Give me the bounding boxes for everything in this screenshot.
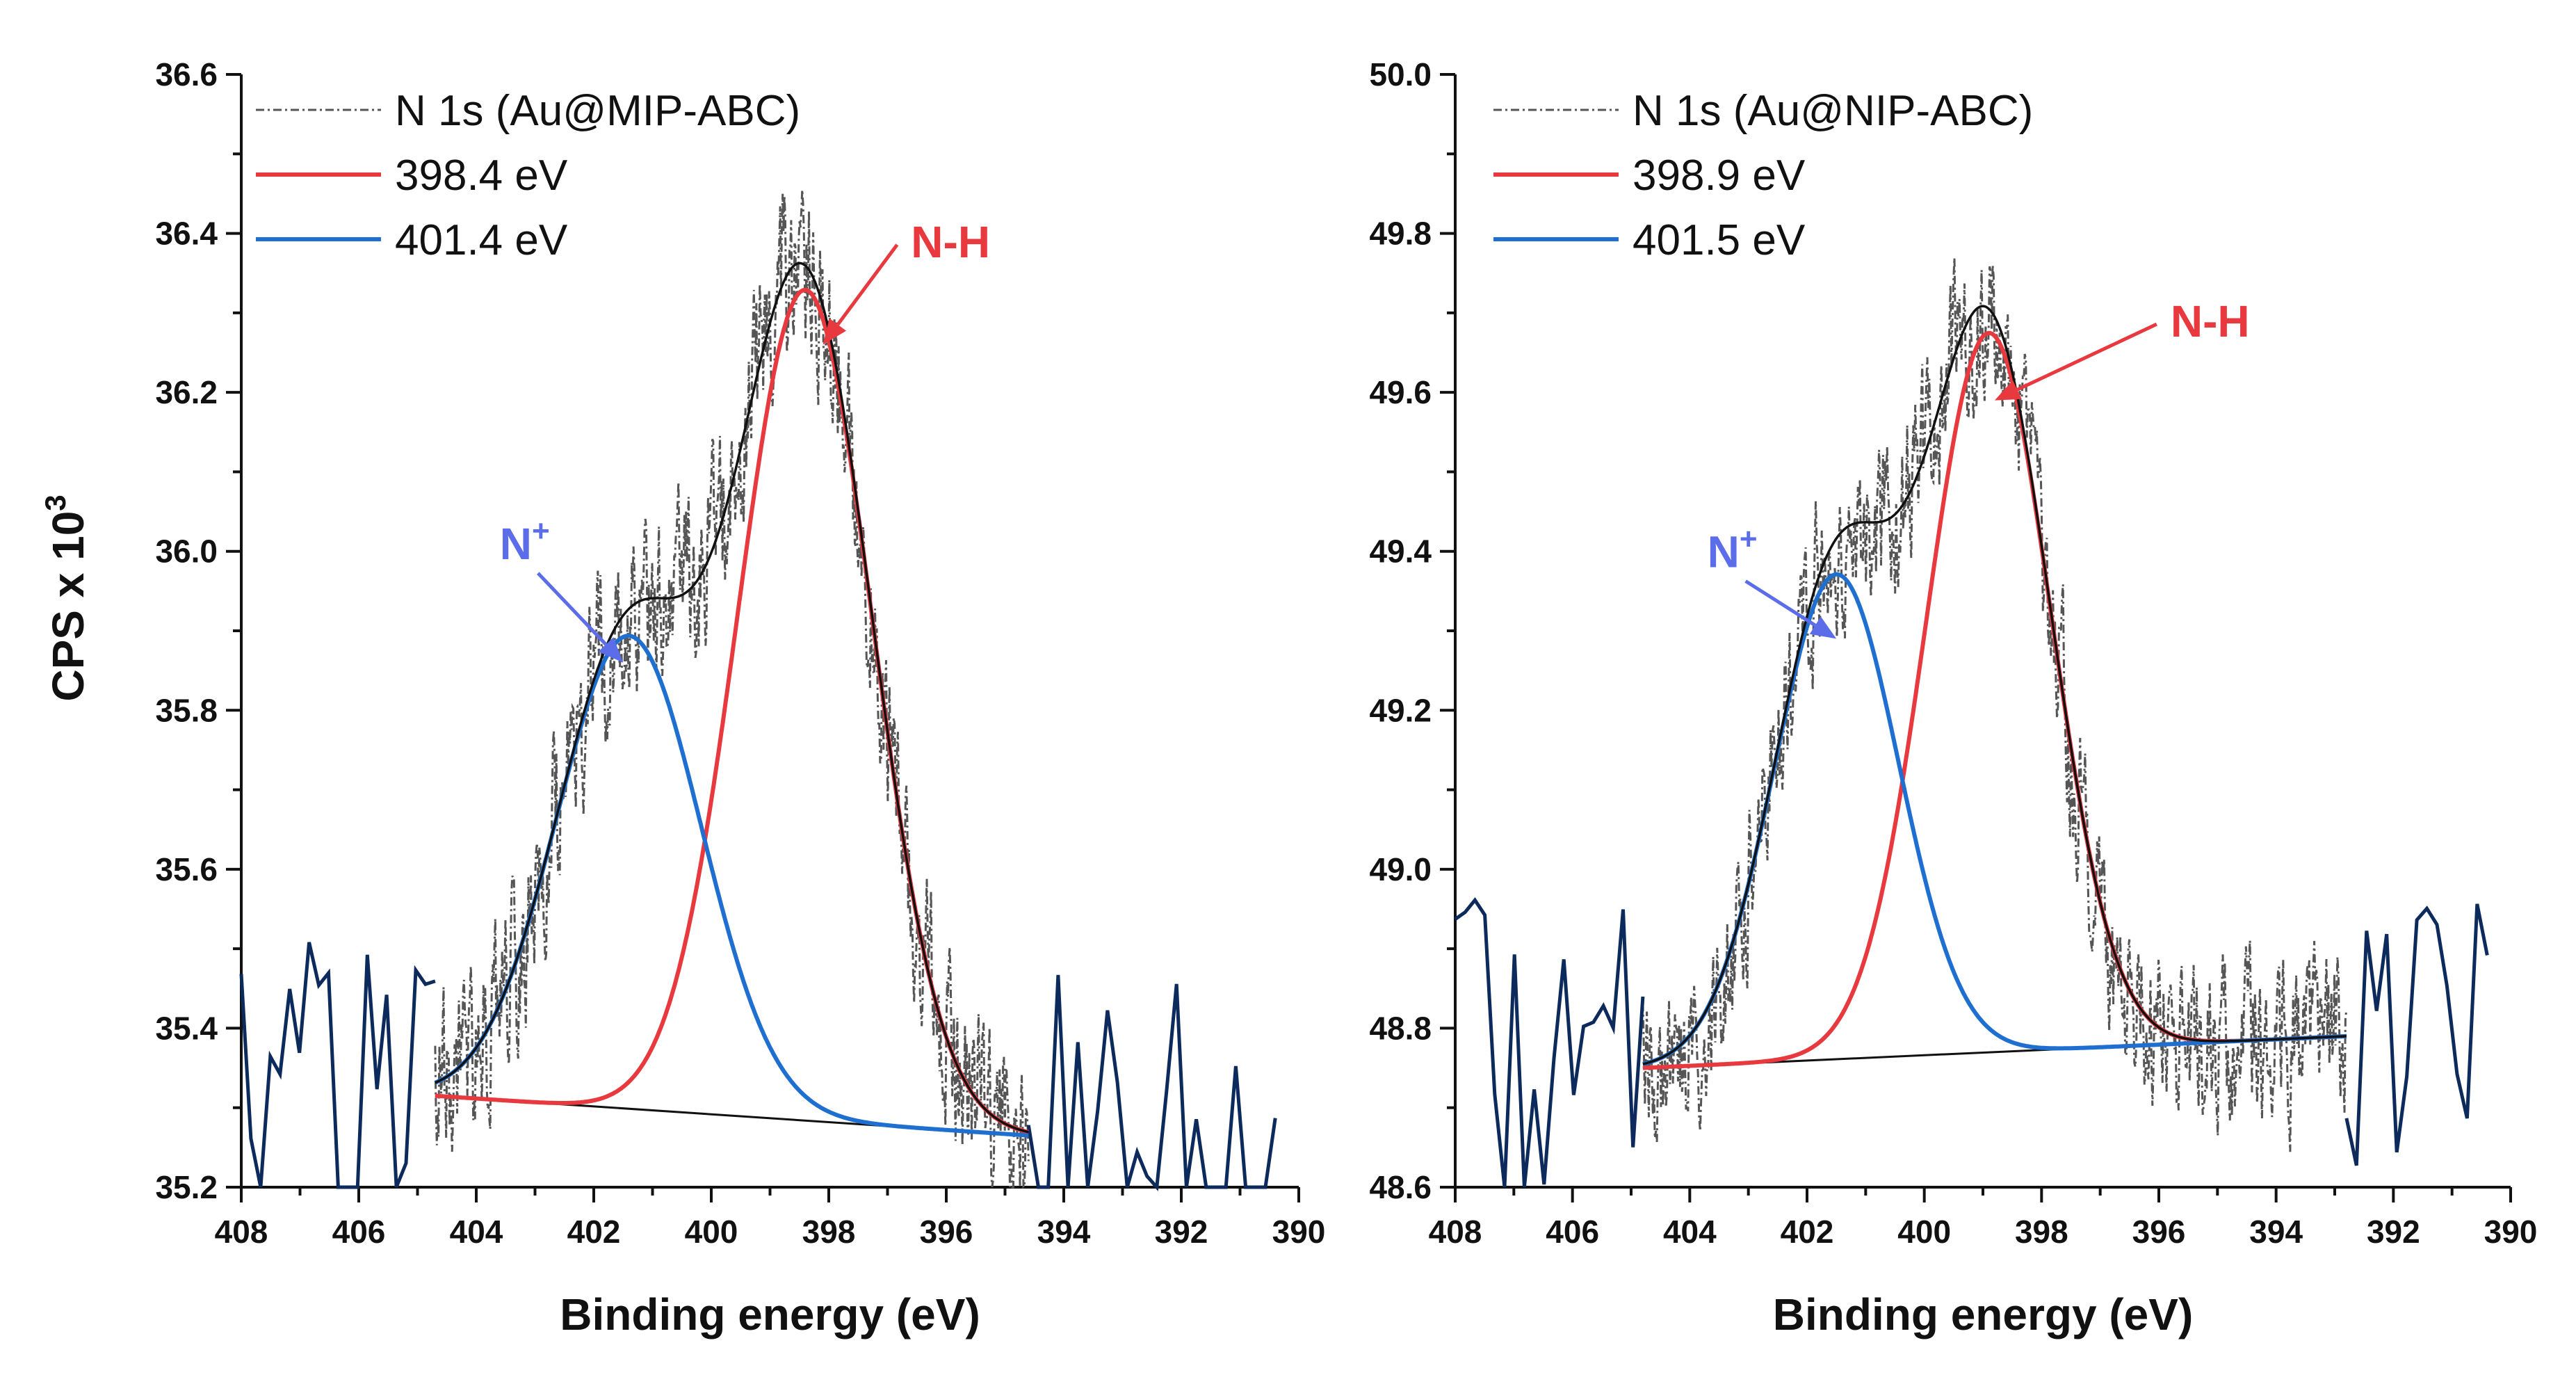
annotation-arrowhead xyxy=(598,637,624,663)
axes: 48.6 48.8 49.0 49.2 49.4 49.6 49.8 50.0 408 406 40… xyxy=(1369,56,2537,1339)
chart-panel-mip: 35.2 35.4 35.6 35.8 36.0 36.2 36.4 36.6 408 406 40… xyxy=(155,56,1325,1339)
y-tick-label: 35.6 xyxy=(155,851,218,887)
x-tick-label: 402 xyxy=(1781,1214,1834,1250)
x-tick-label: 392 xyxy=(2367,1214,2420,1250)
legend-label: 401.5 eV xyxy=(1633,216,1806,264)
y-axis-label: CPS x 103 xyxy=(39,494,93,701)
annotation-text: N xyxy=(1708,527,1740,577)
annotation-arrow xyxy=(836,243,899,326)
annotation-label: N+ xyxy=(1708,522,1758,577)
background-signal xyxy=(239,942,1277,1191)
x-tick-label: 408 xyxy=(1429,1214,1482,1250)
legend: N 1s (Au@NIP-ABC) 398.9 eV 401.5 eV xyxy=(1493,87,2033,264)
annotation-arrowhead xyxy=(1994,380,2022,401)
y-tick-label: 49.2 xyxy=(1369,692,1432,728)
annotation-text: N-H xyxy=(2171,296,2250,346)
x-tick-label: 400 xyxy=(1897,1214,1951,1250)
y-tick-label: 48.6 xyxy=(1369,1169,1432,1205)
x-tick-label: 390 xyxy=(1272,1214,1326,1250)
legend-label: N 1s (Au@MIP-ABC) xyxy=(395,87,800,135)
y-tick-label: 49.8 xyxy=(1369,216,1432,252)
y-tick-label: 36.0 xyxy=(155,533,218,570)
annotation-n-plus: N+ xyxy=(1708,522,1837,639)
envelope-line xyxy=(435,261,1029,1134)
axes: 35.2 35.4 35.6 35.8 36.0 36.2 36.4 36.6 408 406 40… xyxy=(155,56,1325,1339)
annotation-nh: N-H xyxy=(823,217,990,345)
x-tick-label: 396 xyxy=(920,1214,973,1250)
annotation-n-plus: N+ xyxy=(500,514,624,663)
raw-data-line xyxy=(434,189,1030,1189)
annotation-nh: N-H xyxy=(1994,296,2250,401)
legend: N 1s (Au@MIP-ABC) 398.4 eV 401.4 eV xyxy=(256,87,800,264)
annotation-label: N+ xyxy=(500,514,550,569)
annotation-label: N-H xyxy=(2171,296,2250,346)
annotation-arrow xyxy=(536,572,608,646)
y-tick-label: 49.6 xyxy=(1369,374,1432,410)
x-tick-label: 398 xyxy=(802,1214,856,1250)
x-tick-label: 394 xyxy=(2249,1214,2303,1250)
background-segment xyxy=(2344,903,2489,1166)
legend-label: N 1s (Au@NIP-ABC) xyxy=(1633,87,2033,135)
y-tick-label: 36.2 xyxy=(155,374,218,410)
y-tick-label: 49.0 xyxy=(1369,851,1432,887)
x-axis-label: Binding energy (eV) xyxy=(1773,1289,2194,1339)
x-tick-label: 404 xyxy=(1663,1214,1717,1250)
background-segment xyxy=(1454,896,1645,1188)
y-tick-label: 35.4 xyxy=(155,1010,218,1046)
annotation-text: N xyxy=(500,519,532,569)
y-tick-label: 50.0 xyxy=(1369,56,1432,92)
y-tick-label: 35.8 xyxy=(155,692,218,728)
annotation-arrow xyxy=(1744,579,1817,627)
background-segment xyxy=(1026,974,1277,1191)
envelope-line xyxy=(1642,305,2347,1065)
y-tick-label: 36.6 xyxy=(155,56,218,92)
background-signal xyxy=(1454,896,2489,1188)
x-tick-label: 406 xyxy=(332,1214,386,1250)
x-tick-label: 406 xyxy=(1546,1214,1599,1250)
y-tick-label: 48.8 xyxy=(1369,1010,1432,1046)
annotation-arrowhead xyxy=(823,318,847,345)
legend-label: 401.4 eV xyxy=(395,216,568,264)
x-axis-label: Binding energy (eV) xyxy=(560,1289,980,1339)
x-tick-label: 402 xyxy=(567,1214,621,1250)
y-tick-label: 49.4 xyxy=(1369,533,1432,570)
x-tick-label: 392 xyxy=(1155,1214,1208,1250)
y-axis-label-superscript: 3 xyxy=(39,494,72,510)
y-tick-label: 35.2 xyxy=(155,1169,218,1205)
x-tick-label: 394 xyxy=(1037,1214,1091,1250)
annotation-label: N-H xyxy=(911,217,990,267)
x-tick-label: 400 xyxy=(685,1214,738,1250)
y-tick-label: 36.4 xyxy=(155,216,218,252)
annotation-superscript: + xyxy=(532,514,550,548)
annotation-superscript: + xyxy=(1740,522,1758,556)
annotation-arrowhead xyxy=(1809,616,1837,639)
annotation-text: N-H xyxy=(911,217,990,267)
annotation-arrow xyxy=(2016,322,2157,392)
legend-label: 398.9 eV xyxy=(1633,152,1806,200)
x-tick-label: 396 xyxy=(2132,1214,2186,1250)
x-tick-label: 398 xyxy=(2015,1214,2068,1250)
chart-panel-nip: 48.6 48.8 49.0 49.2 49.4 49.6 49.8 50.0 408 406 40… xyxy=(1369,56,2537,1339)
background-segment xyxy=(239,942,436,1189)
x-tick-label: 408 xyxy=(215,1214,268,1250)
x-tick-label: 390 xyxy=(2484,1214,2538,1250)
legend-label: 398.4 eV xyxy=(395,152,568,200)
x-tick-label: 404 xyxy=(450,1214,503,1250)
